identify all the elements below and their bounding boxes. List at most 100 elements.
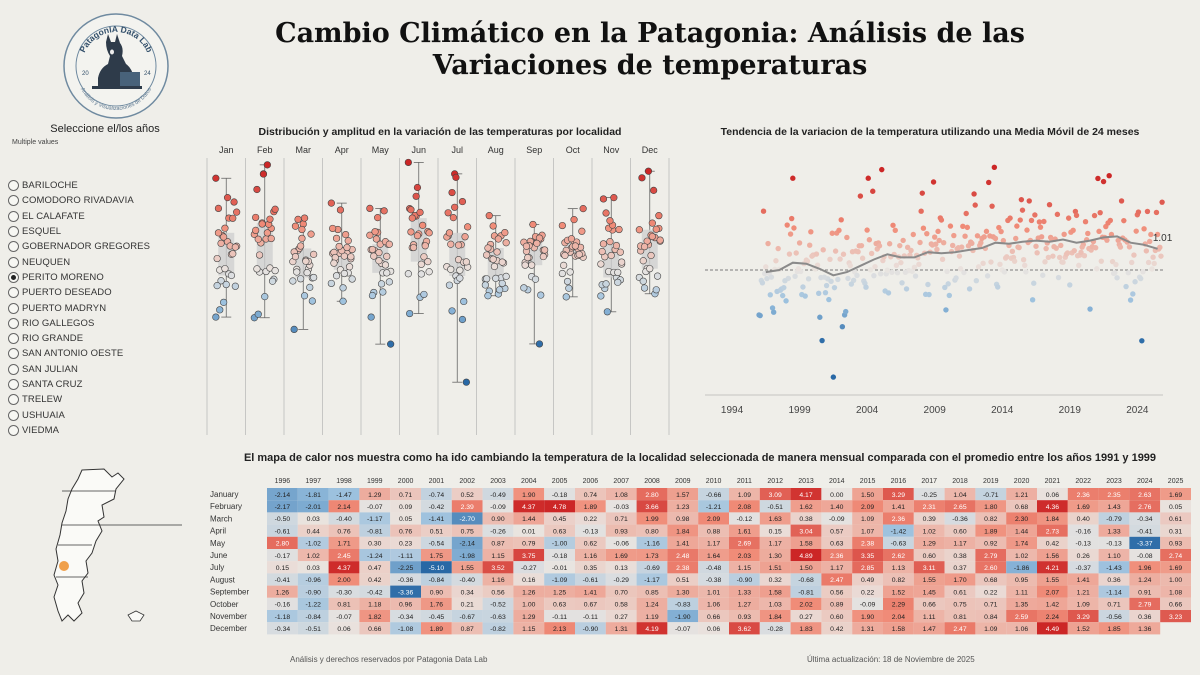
heatmap-cell [1098,536,1130,549]
heatmap-cell-value: 0.06 [1046,492,1059,499]
location-option[interactable]: PUERTO DESEADO [8,285,198,300]
heatmap-cell [1037,536,1068,549]
data-point [484,292,492,300]
heatmap-cell-value: 3.09 [769,492,782,499]
radio-button[interactable] [8,379,19,390]
heatmap-cell [913,561,945,574]
monthly-point [1050,253,1056,259]
heatmap-cell [544,512,575,525]
heatmap-cell [1067,536,1099,549]
heatmap-cell [698,585,729,598]
heatmap-cell [390,597,421,610]
x-tick-label: 2009 [924,405,947,416]
heatmap-cell [482,585,514,598]
monthly-point [936,237,942,244]
heatmap-cell [421,512,452,525]
radio-button[interactable] [8,271,19,283]
heatmap-cell-value: 0.85 [645,589,658,596]
radio-button[interactable] [8,302,19,314]
heatmap-cell-value: 1.41 [892,504,905,511]
monthly-point [1159,199,1165,205]
heatmap-cell [821,585,853,598]
data-point [344,237,352,245]
heatmap-cell-value: 0.81 [953,614,966,621]
heatmap-cell [267,536,298,549]
heatmap-cell [390,500,421,513]
data-point [614,278,622,286]
radio-button[interactable] [8,363,19,375]
heatmap-cell-value: -1.08 [398,626,414,633]
heatmap-year-label: 2025 [1168,478,1184,485]
monthly-point [917,239,923,246]
location-option[interactable]: SAN ANTONIO OESTE [8,346,198,361]
radio-button[interactable] [8,394,19,406]
monthly-point [870,188,876,194]
heatmap-cell-value: 1.76 [430,602,443,609]
radio-button[interactable] [8,195,19,207]
location-option[interactable]: EL CALAFATE [8,209,198,224]
heatmap-cell [698,488,729,501]
data-point [456,274,464,282]
location-label: NEUQUEN [22,256,71,268]
location-label: TRELEW [22,394,63,406]
monthly-point [925,281,931,288]
heatmap-cell-value: -0.07 [367,504,383,511]
radio-button[interactable] [8,210,19,222]
location-option[interactable]: SANTA CRUZ [8,377,198,392]
heatmap-cell-value: 0.70 [615,589,628,596]
location-option[interactable]: PUERTO MADRYN [8,300,198,315]
heatmap-cell [975,512,1007,525]
heatmap-cell [944,561,976,574]
radio-button[interactable] [8,333,19,345]
radio-button[interactable] [8,241,19,253]
heatmap-cell [605,549,637,562]
heatmap-cell-value: 2.00 [337,577,350,584]
heatmap-cell [328,524,360,537]
data-point [332,234,341,242]
heatmap-cell-value: 0.93 [615,528,628,535]
location-option[interactable]: ESQUEL [8,224,198,239]
data-point [387,340,395,348]
heatmap-cell [729,536,760,549]
footer-updated: Última actualización: 18 de Noviembre de… [807,655,975,664]
radio-button[interactable] [8,409,19,421]
radio-button[interactable] [8,226,19,238]
monthly-point [1105,220,1111,226]
data-point [458,197,467,206]
radio-button[interactable] [8,256,19,268]
heatmap-cell [359,536,391,549]
heatmap-cell [698,622,729,635]
heatmap-cell-value: 2.47 [830,577,843,584]
location-option[interactable]: RIO GRANDE [8,331,198,346]
heatmap-cell [913,500,945,513]
radio-button[interactable] [8,424,19,436]
location-option[interactable]: BARILOCHE [8,178,198,193]
heatmap-cell-value: 0.06 [337,626,350,633]
location-option[interactable]: GOBERNADOR GREGORES [8,239,198,254]
radio-button[interactable] [8,180,19,192]
location-option[interactable]: USHUAIA [8,407,198,422]
heatmap-cell-value: 1.15 [491,553,504,560]
heatmap-year-label: 2008 [644,478,660,485]
location-option[interactable]: NEUQUEN [8,254,198,269]
location-option[interactable]: VIEDMA [8,423,198,438]
radio-button[interactable] [8,287,19,299]
location-option[interactable]: COMODORO RIVADAVIA [8,193,198,208]
location-option[interactable]: TRELEW [8,392,198,407]
heatmap-cell-value: 1.19 [645,614,658,621]
location-option[interactable]: SAN JULIAN [8,362,198,377]
heatmap-cell [852,500,883,513]
radio-button[interactable] [8,348,19,360]
radio-button[interactable] [8,317,19,329]
heatmap-cell [359,561,391,574]
heatmap-cell-value: -0.68 [798,577,814,584]
monthly-point [1038,234,1045,240]
location-option[interactable]: PERITO MORENO [8,270,198,285]
data-point [348,275,356,283]
data-point [329,224,337,233]
heatmap-cell-value: 1.30 [769,553,782,560]
location-option[interactable]: RIO GALLEGOS [8,316,198,331]
data-point [368,291,377,300]
data-point [370,252,378,260]
heatmap-cell-value: 0.16 [522,577,535,584]
